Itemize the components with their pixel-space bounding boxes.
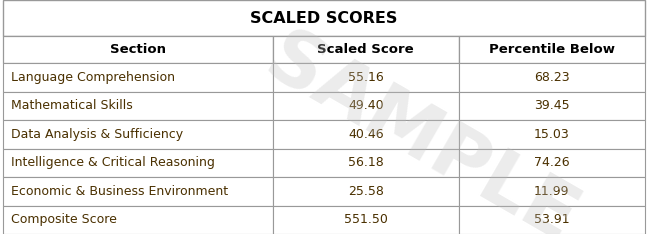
Bar	[459, 120, 645, 149]
Text: Composite Score: Composite Score	[11, 213, 117, 226]
Bar	[273, 63, 459, 92]
Bar	[459, 92, 645, 120]
Bar	[3, 92, 273, 120]
Bar	[273, 177, 459, 205]
Bar	[273, 149, 459, 177]
Text: 74.26: 74.26	[534, 156, 570, 169]
Bar	[273, 92, 459, 120]
Bar	[459, 36, 645, 63]
Bar	[3, 0, 645, 36]
Text: SCALED SCORES: SCALED SCORES	[250, 11, 398, 26]
Bar	[459, 63, 645, 92]
Text: SAMPLE: SAMPLE	[253, 22, 590, 234]
Text: 56.18: 56.18	[348, 156, 384, 169]
Text: 53.91: 53.91	[534, 213, 570, 226]
Text: Percentile Below: Percentile Below	[489, 43, 615, 56]
Bar	[273, 36, 459, 63]
Text: Mathematical Skills: Mathematical Skills	[11, 99, 133, 112]
Bar	[3, 149, 273, 177]
Bar	[3, 120, 273, 149]
Text: 55.16: 55.16	[348, 71, 384, 84]
Text: 15.03: 15.03	[534, 128, 570, 141]
Text: Data Analysis & Sufficiency: Data Analysis & Sufficiency	[11, 128, 183, 141]
Bar	[273, 120, 459, 149]
Text: 39.45: 39.45	[534, 99, 570, 112]
Text: 49.40: 49.40	[348, 99, 384, 112]
Text: Section: Section	[110, 43, 166, 56]
Text: Economic & Business Environment: Economic & Business Environment	[11, 185, 228, 198]
Bar	[3, 36, 273, 63]
Bar	[459, 149, 645, 177]
Bar	[459, 205, 645, 234]
Text: Language Comprehension: Language Comprehension	[11, 71, 175, 84]
Text: Scaled Score: Scaled Score	[318, 43, 414, 56]
Bar	[273, 205, 459, 234]
Text: 25.58: 25.58	[348, 185, 384, 198]
Bar	[3, 205, 273, 234]
Text: 68.23: 68.23	[534, 71, 570, 84]
Bar	[3, 177, 273, 205]
Text: Intelligence & Critical Reasoning: Intelligence & Critical Reasoning	[11, 156, 215, 169]
Bar	[3, 63, 273, 92]
Text: 551.50: 551.50	[343, 213, 388, 226]
Text: 11.99: 11.99	[534, 185, 570, 198]
Bar	[459, 177, 645, 205]
Text: 40.46: 40.46	[348, 128, 384, 141]
